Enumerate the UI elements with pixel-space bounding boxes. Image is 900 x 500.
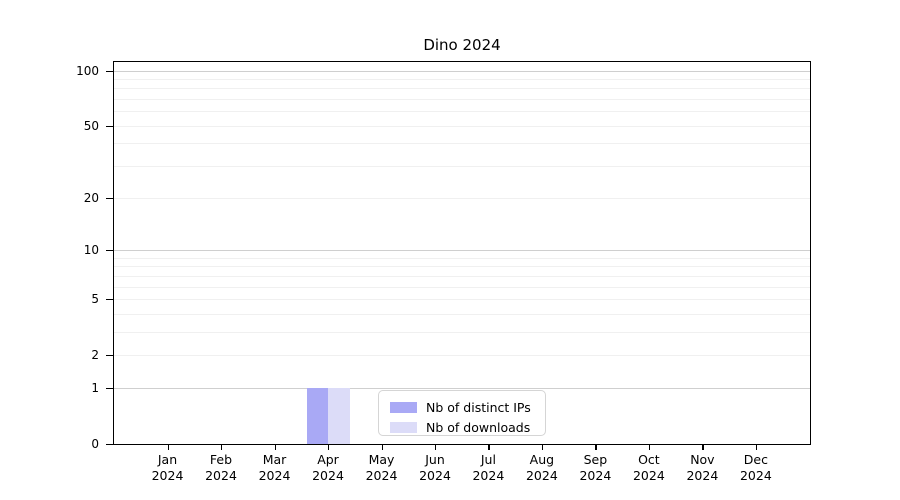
y-tick-label: 5 [91, 291, 99, 306]
x-tick-mark [648, 445, 651, 450]
x-tick-mark [595, 445, 597, 450]
x-tick-month: Mar [262, 452, 287, 467]
y-tick-label: 10 [83, 242, 99, 257]
major-gridline [114, 387, 810, 389]
x-tick-month: Nov [690, 452, 715, 467]
x-tick-month: Feb [209, 452, 233, 467]
minor-gridline [114, 143, 810, 145]
minor-gridline [114, 313, 810, 315]
x-tick-mark [274, 445, 276, 450]
x-tick-label: Oct 2024 [617, 452, 681, 484]
y-tick-label: 2 [91, 348, 99, 362]
x-tick-year: 2024 [739, 468, 772, 483]
x-tick-year: 2024 [151, 468, 184, 483]
minor-gridline [114, 257, 810, 259]
x-tick-label: Dec 2024 [724, 452, 788, 484]
legend-label-downloads: Nb of downloads [426, 419, 531, 435]
y-tick-mark [106, 125, 113, 127]
minor-gridline [114, 99, 810, 100]
x-tick-mark [541, 445, 544, 450]
x-tick-year: 2024 [686, 468, 719, 483]
x-tick-mark [488, 445, 490, 450]
y-tick-label: 50 [83, 118, 99, 133]
minor-gridline [114, 275, 810, 277]
x-tick-mark [328, 445, 330, 450]
minor-gridline [114, 78, 810, 80]
y-tick-label: 100 [76, 63, 99, 78]
major-gridline [114, 70, 810, 72]
y-tick-mark [106, 197, 113, 199]
x-tick-month: Jul [480, 452, 496, 467]
x-tick-year: 2024 [365, 468, 398, 483]
legend-label-distinct-ips: Nb of distinct IPs [426, 399, 531, 415]
chart-title: Dino 2024 [423, 36, 501, 54]
y-tick-mark [106, 355, 113, 357]
x-tick-mark [435, 445, 437, 450]
y-tick-mark [106, 443, 113, 446]
y-tick-mark [106, 70, 113, 72]
x-tick-mark [755, 445, 758, 450]
x-tick-label: Mar 2024 [243, 452, 307, 484]
minor-gridline [114, 355, 810, 356]
y-tick-label: 20 [83, 190, 99, 205]
bar-nb-of-distinct-ips [306, 387, 328, 444]
x-tick-month: Aug [529, 452, 555, 467]
x-tick-label: Apr 2024 [296, 452, 360, 484]
x-tick-label: Feb 2024 [189, 452, 253, 484]
minor-gridline [114, 266, 810, 268]
x-tick-mark [381, 445, 383, 450]
x-tick-month: May [368, 452, 395, 467]
y-tick-label: 0 [91, 436, 99, 451]
x-tick-year: 2024 [419, 468, 451, 483]
legend-swatch-distinct-ips [390, 401, 417, 413]
minor-gridline [114, 197, 810, 199]
x-tick-label: Sep 2024 [563, 452, 627, 484]
minor-gridline [114, 111, 810, 113]
x-tick-year: 2024 [632, 468, 665, 483]
plot-area: Nb of distinct IPs Nb of downloads [113, 61, 811, 445]
x-tick-year: 2024 [205, 468, 237, 483]
minor-gridline [114, 331, 810, 333]
x-tick-month: Sep [583, 452, 608, 467]
legend-swatch-downloads [390, 421, 417, 433]
y-tick-mark [106, 298, 113, 301]
minor-gridline [114, 298, 810, 300]
x-tick-label: Jul 2024 [456, 452, 520, 484]
x-tick-label: Nov 2024 [670, 452, 734, 484]
x-tick-label: Jun 2024 [403, 452, 467, 484]
y-tick-label: 1 [91, 380, 99, 395]
major-gridline [114, 249, 810, 251]
y-tick-mark [106, 387, 113, 389]
bar-nb-of-downloads [328, 387, 350, 444]
x-tick-month: Oct [638, 452, 660, 467]
minor-gridline [114, 166, 810, 168]
x-tick-year: 2024 [312, 468, 344, 483]
y-tick-mark [106, 249, 113, 252]
x-tick-label: Aug 2024 [510, 452, 574, 484]
x-tick-mark [167, 445, 169, 450]
x-tick-mark [702, 445, 704, 450]
minor-gridline [114, 125, 810, 127]
x-tick-label: May 2024 [350, 452, 414, 484]
minor-gridline [114, 286, 810, 288]
x-tick-year: 2024 [258, 468, 291, 483]
x-tick-month: Jun [425, 452, 445, 467]
x-tick-mark [221, 445, 223, 450]
x-tick-label: Jan 2024 [136, 452, 200, 484]
legend-item-downloads: Nb of downloads [390, 417, 545, 437]
x-tick-month: Dec [743, 452, 768, 467]
minor-gridline [114, 88, 810, 90]
legend: Nb of distinct IPs Nb of downloads [378, 390, 546, 436]
x-tick-year: 2024 [579, 468, 612, 483]
x-tick-month: Jan [157, 452, 178, 467]
x-tick-year: 2024 [472, 468, 505, 483]
x-tick-year: 2024 [525, 468, 558, 483]
legend-item-distinct-ips: Nb of distinct IPs [390, 397, 545, 417]
x-tick-month: Apr [317, 452, 339, 467]
